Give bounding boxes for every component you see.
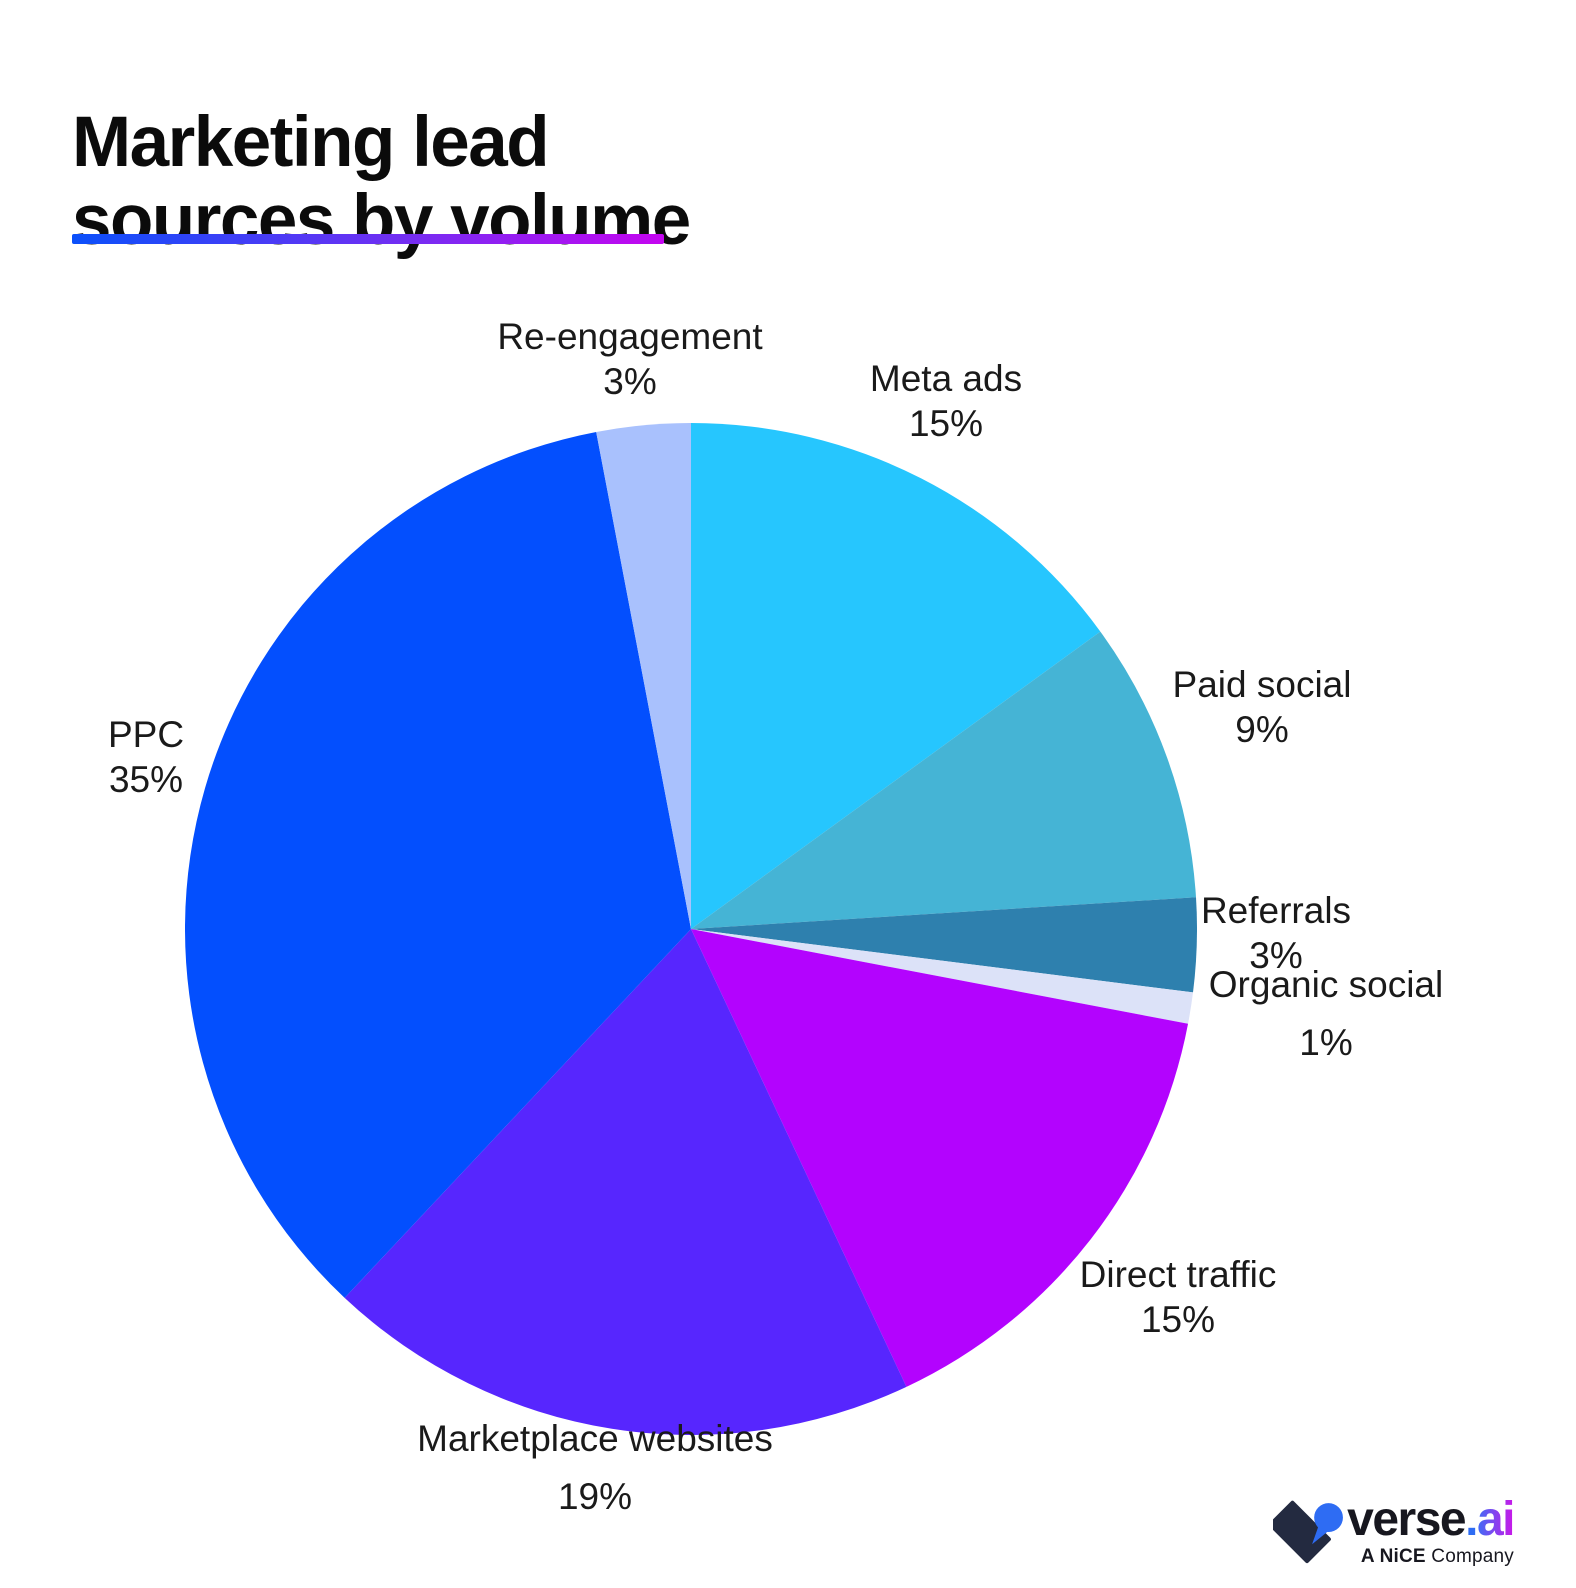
pie-slice-direct-traffic <box>691 929 1189 1387</box>
slice-percent: 19% <box>557 1476 633 1517</box>
slice-percent: 35% <box>108 759 184 800</box>
slice-name: Referrals <box>1200 890 1352 931</box>
page-title-line-2: sources by volume <box>72 180 691 260</box>
title-underline <box>72 234 664 244</box>
slice-name: Marketplace websites <box>417 1418 773 1459</box>
slice-percent: 1% <box>1299 1022 1353 1063</box>
slice-name: PPC <box>107 714 185 755</box>
slice-name: Paid social <box>1172 664 1352 705</box>
verse-logo-icon <box>1273 1500 1344 1564</box>
pie-slice-organic-social <box>691 929 1194 1024</box>
pie-chart <box>185 423 1197 1435</box>
slice-percent: 3% <box>1249 935 1303 976</box>
slice-label-meta-ads: Meta ads 15% <box>870 356 1022 446</box>
verse-logo-text: verse.ai A NiCE Company <box>1347 1493 1516 1568</box>
pie-slice-meta-ads <box>691 423 1101 929</box>
slice-percent: 15% <box>1140 1299 1216 1340</box>
slice-name: Meta ads <box>869 358 1023 399</box>
tagline-rest: Company <box>1431 1545 1514 1567</box>
slice-name: Direct traffic <box>1079 1254 1277 1295</box>
verse-wordmark-dot: . <box>1465 1493 1478 1546</box>
pie-slice-paid-social <box>691 631 1196 929</box>
verse-wordmark: verse.ai <box>1347 1493 1516 1546</box>
slice-label-paid-social: Paid social 9% <box>1173 662 1352 752</box>
verse-logo: verse.ai A NiCE Company <box>1273 1493 1516 1568</box>
slice-label-referrals: Referrals 3% <box>1201 888 1351 978</box>
pie-slice-marketplace-websites <box>344 929 907 1435</box>
slice-label-re-engagement: Re-engagement 3% <box>497 314 762 404</box>
slice-percent: 3% <box>603 361 657 402</box>
slice-label-marketplace-websites: Marketplace websites 19% <box>417 1416 773 1519</box>
slice-percent: 15% <box>908 403 984 444</box>
verse-wordmark-suffix: ai <box>1476 1493 1516 1546</box>
page-title: Marketing lead sources by volume <box>72 102 691 260</box>
slice-label-organic-social: Organic social 1% <box>1209 962 1443 1065</box>
slice-name: Re-engagement <box>497 316 763 357</box>
page-title-line-1: Marketing lead <box>72 102 550 182</box>
slice-percent: 9% <box>1235 709 1289 750</box>
tagline-bold: A NiCE <box>1360 1545 1426 1567</box>
nice-company-tagline: A NiCE Company <box>1361 1546 1514 1568</box>
slice-label-direct-traffic: Direct traffic 15% <box>1080 1252 1277 1342</box>
pie-slice-referrals <box>691 897 1197 993</box>
slice-label-ppc: PPC 35% <box>108 712 184 802</box>
pie-slice-ppc <box>185 431 691 1298</box>
pie-slice-re-engagement <box>596 423 691 929</box>
slice-name: Organic social <box>1208 964 1444 1005</box>
verse-wordmark-brand: verse <box>1347 1493 1466 1546</box>
